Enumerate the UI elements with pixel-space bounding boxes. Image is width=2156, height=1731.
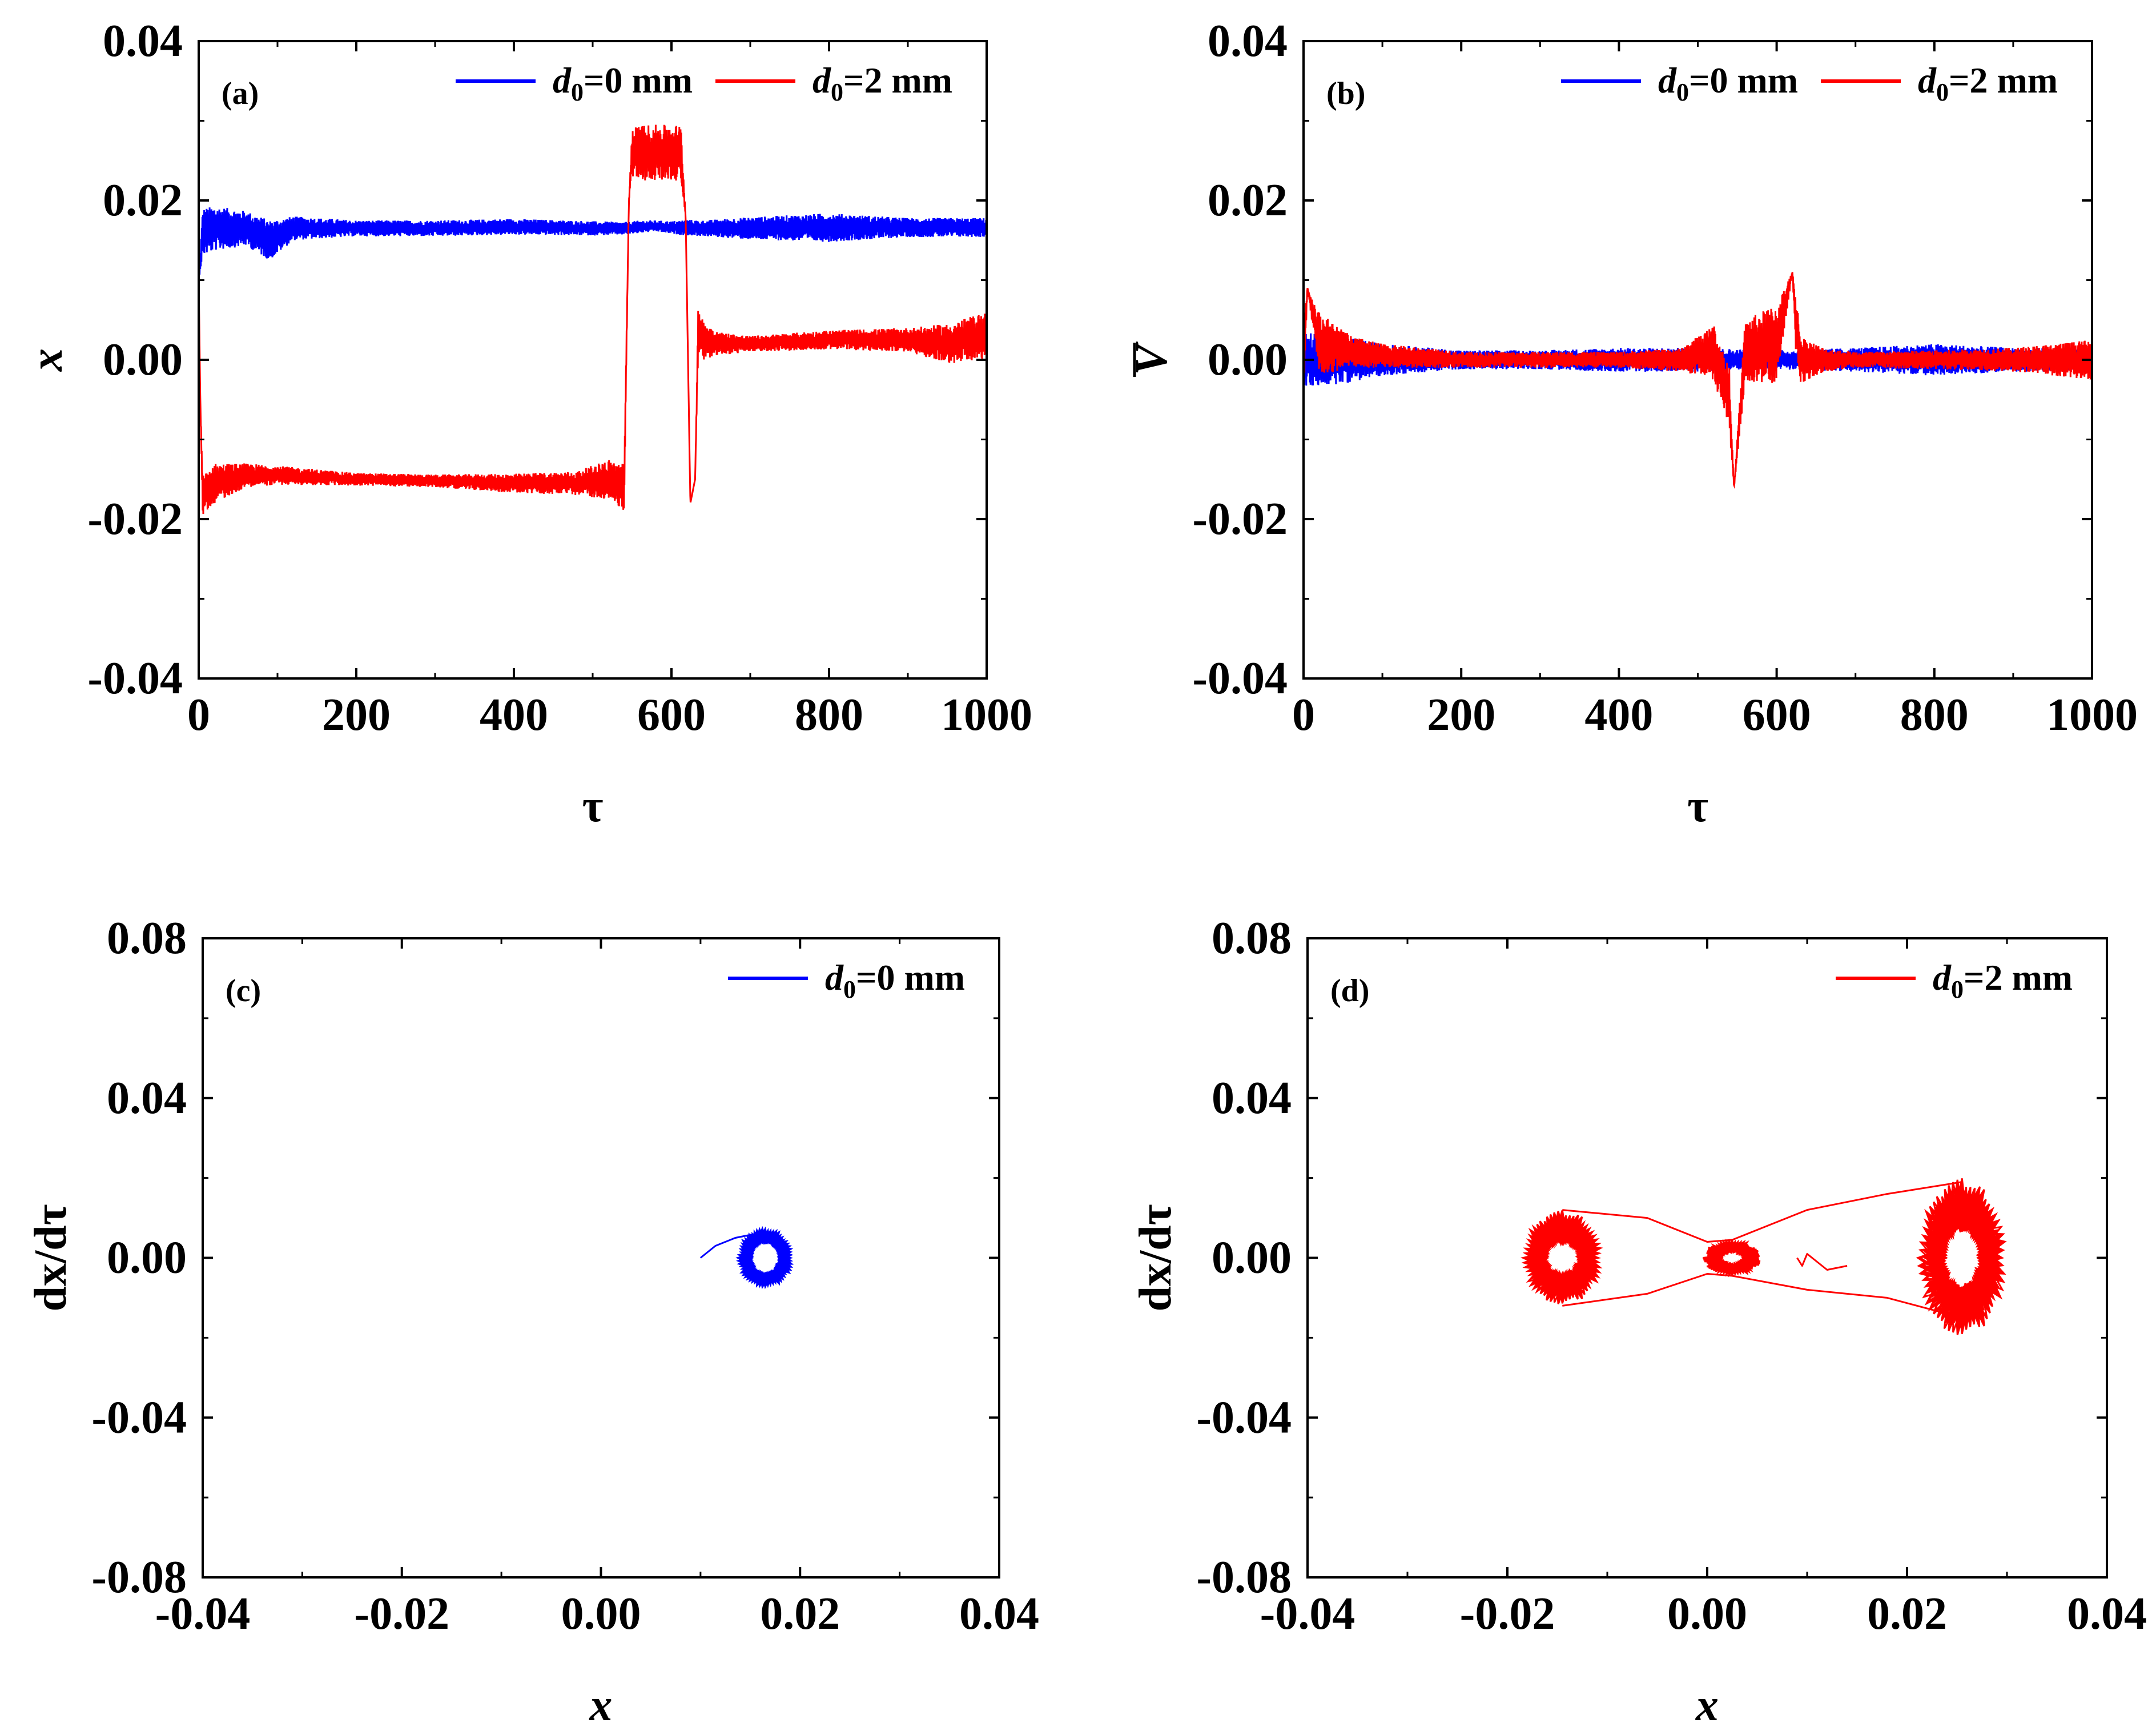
legend-label: d0=2 mm	[1933, 957, 2073, 1003]
bridge-curve-4	[1796, 1253, 1848, 1271]
y-tick-label: 0.08	[107, 913, 187, 963]
x-axis-title: τ	[1687, 781, 1708, 832]
legend-entry-1: d0=2 mm	[1821, 60, 2058, 106]
panel-c: -0.04 -0.02 0.00 0.02 0.04-0.08-0.040.000.04…	[26, 913, 1039, 1730]
x-tick-label: 200	[1427, 690, 1495, 740]
panel-label: (c)	[226, 973, 261, 1009]
y-tick-label: -0.04	[1196, 1392, 1292, 1443]
plot-area	[699, 1226, 794, 1290]
x-tick-label: 800	[795, 690, 863, 740]
legend-entry-0: d0=2 mm	[1836, 957, 2073, 1003]
x-tick-label: 0.02	[1867, 1589, 1947, 1639]
plot-frame	[198, 40, 988, 680]
y-tick-label: -0.04	[87, 653, 183, 704]
x-tick-label: 0.00	[561, 1589, 641, 1639]
x-tick-label: 200	[322, 690, 391, 740]
y-tick-label: 0.04	[1208, 16, 1288, 66]
y-tick-label: 0.04	[107, 1073, 187, 1123]
series-line-1	[199, 124, 987, 515]
y-tick-label: -0.08	[91, 1552, 187, 1603]
plot-area	[1304, 272, 2092, 489]
y-axis-title: x	[22, 348, 72, 372]
x-tick-label: 1000	[2046, 690, 2138, 740]
y-tick-label: 0.00	[1208, 335, 1288, 385]
x-axis-title: x	[589, 1680, 613, 1730]
transient-line	[699, 1233, 756, 1259]
x-tick-label: 1000	[941, 690, 1032, 740]
plot-area	[199, 124, 987, 515]
y-tick-label: 0.02	[103, 175, 183, 226]
legend-entry-0: d0=0 mm	[728, 957, 965, 1003]
legend-label: d0=0 mm	[1658, 60, 1798, 106]
y-tick-label: 0.04	[1212, 1073, 1292, 1123]
x-tick-label: 400	[1584, 690, 1653, 740]
x-tick-label: 600	[637, 690, 706, 740]
x-tick-label: 0.04	[959, 1589, 1039, 1639]
panel-d: -0.04 -0.02 0.00 0.02 0.04-0.08-0.040.000.04…	[1131, 913, 2147, 1730]
attractor-2	[1916, 1178, 2007, 1335]
y-tick-label: -0.02	[1192, 494, 1288, 544]
x-tick-label: 0	[1292, 690, 1315, 740]
y-axis-title: dx/dτ	[26, 1204, 76, 1311]
y-tick-label: -0.04	[1192, 653, 1288, 704]
panel-a: 0 200 400 600 800 1000 -0.04 -0.02 0.00 0.02 0.04 τ…	[22, 16, 1032, 832]
x-tick-label: 0.02	[760, 1589, 840, 1639]
y-tick-label: -0.08	[1196, 1552, 1292, 1603]
bridge-curve-3	[1562, 1273, 1732, 1307]
attractor-0	[1520, 1210, 1603, 1304]
x-tick-label: 600	[1743, 690, 1811, 740]
legend-label: d0=0 mm	[553, 60, 693, 106]
legend-label: d0=2 mm	[812, 60, 952, 106]
legend-label: d0=2 mm	[1918, 60, 2058, 106]
legend-entry-0: d0=0 mm	[456, 60, 693, 106]
x-tick-label: -0.04	[1260, 1589, 1355, 1639]
panel-label: (b)	[1326, 76, 1365, 111]
x-axis-title: τ	[582, 781, 604, 832]
panel-label: (d)	[1330, 973, 1369, 1009]
legend-entry-1: d0=2 mm	[715, 60, 952, 106]
y-tick-label: -0.02	[87, 494, 183, 544]
y-tick-label: 0.08	[1212, 913, 1292, 963]
x-tick-label: -0.04	[155, 1589, 251, 1639]
x-tick-label: -0.02	[354, 1589, 449, 1639]
y-tick-label: 0.00	[103, 335, 183, 385]
legend-label: d0=0 mm	[825, 957, 965, 1003]
x-tick-label: 400	[480, 690, 548, 740]
bridge-curve-0	[1562, 1209, 1732, 1243]
plot-area	[1520, 1178, 2007, 1335]
y-axis-title: dx/dτ	[1131, 1204, 1181, 1311]
panel-label: (a)	[222, 76, 259, 111]
bridge-curve-2	[1732, 1275, 1962, 1319]
x-tick-label: 0.00	[1667, 1589, 1747, 1639]
series-line-1	[1304, 272, 2092, 489]
y-tick-label: 0.00	[107, 1233, 187, 1283]
legend-entry-0: d0=0 mm	[1561, 60, 1798, 106]
x-tick-label: 0	[187, 690, 210, 740]
series-line-0	[199, 207, 987, 280]
x-tick-label: 0.04	[2067, 1589, 2147, 1639]
y-tick-label: -0.04	[91, 1392, 187, 1443]
attractor-1	[1702, 1238, 1761, 1278]
plot-frame	[202, 937, 1000, 1579]
x-tick-label: -0.02	[1460, 1589, 1555, 1639]
bridge-curve-1	[1732, 1181, 1962, 1241]
x-tick-label: 800	[1900, 690, 1969, 740]
y-tick-label: 0.04	[103, 16, 183, 66]
attractor-0	[735, 1226, 794, 1290]
y-tick-label: 0.02	[1208, 175, 1288, 226]
panel-b: 0 200 400 600 800 1000 -0.04 -0.02 0.00 0.02 0.04 τ…	[1127, 16, 2138, 832]
y-tick-label: 0.00	[1212, 1233, 1292, 1283]
x-axis-title: x	[1695, 1680, 1719, 1730]
